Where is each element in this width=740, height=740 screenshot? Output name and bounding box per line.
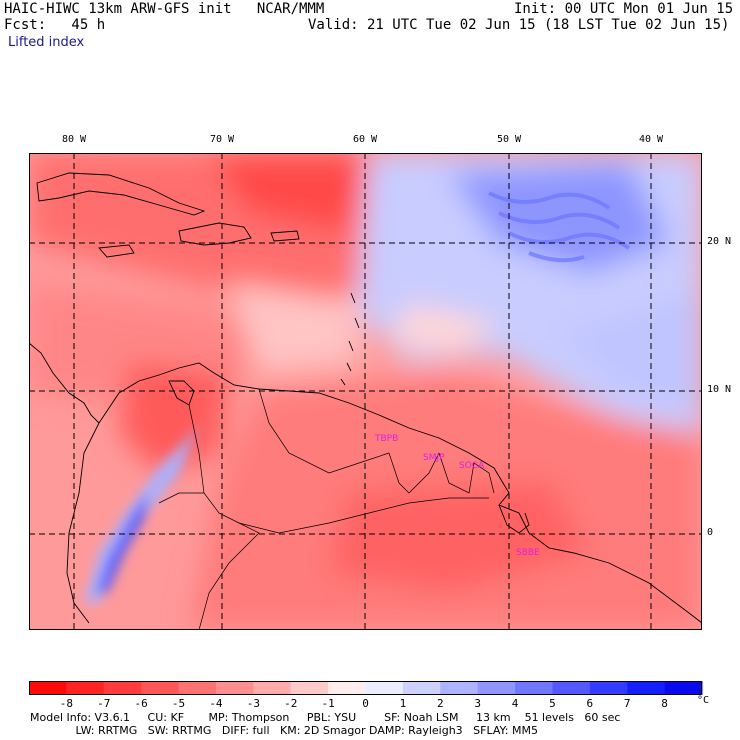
graticule xyxy=(29,153,702,630)
colorbar-tick-label: 4 xyxy=(511,697,519,710)
colorbar-unit: °C xyxy=(697,695,710,706)
colorbar-tick-label: -3 xyxy=(246,697,260,710)
colorbar-tick-label: 3 xyxy=(474,697,481,710)
lon-label-80w: 80 W xyxy=(61,134,87,145)
lon-label-40w: 40 W xyxy=(638,134,664,145)
wave-streaks xyxy=(488,191,631,263)
lon-label-60w: 60 W xyxy=(352,134,378,145)
lat-label-10n: 10 N xyxy=(707,384,732,395)
andes-band xyxy=(84,423,199,603)
colorbar-tick-label: -1 xyxy=(321,697,335,710)
init-time: Init: 00 UTC Mon 01 Jun 15 xyxy=(514,1,734,17)
lon-label-50w: 50 W xyxy=(496,134,522,145)
colorbar-swatch xyxy=(178,681,217,695)
title-left: HAIC-HIWC 13km ARW-GFS init NCAR/MMM xyxy=(4,1,325,17)
colorbar-tick-label: 7 xyxy=(623,697,631,710)
colorbar-swatch xyxy=(402,681,441,695)
station-sbbe: SBBE xyxy=(516,548,540,558)
colorbar-tick-label: -7 xyxy=(97,697,111,710)
colorbar-swatch xyxy=(515,681,553,695)
field-name: Lifted index xyxy=(8,35,85,50)
map-frame xyxy=(29,153,702,630)
station-tbpb: TBPB xyxy=(374,434,398,444)
colorbar-tick-label: -6 xyxy=(134,697,148,710)
colorbar xyxy=(29,681,703,695)
colorbar-swatch xyxy=(328,681,366,695)
colorbar-tick-label: 1 xyxy=(399,697,407,710)
colorbar-swatch xyxy=(440,681,479,695)
forecast-hour: Fcst: 45 h xyxy=(4,17,106,33)
colorbar-swatch xyxy=(253,681,292,695)
colorbar-tick-label: -8 xyxy=(59,697,73,710)
colorbar-swatch xyxy=(290,681,329,695)
colorbar-swatch xyxy=(552,681,591,695)
colorbar-swatch xyxy=(215,681,254,695)
colorbar-tick-label: -2 xyxy=(284,697,298,710)
colorbar-tick-label: 8 xyxy=(661,697,668,710)
lat-label-0: 0 xyxy=(707,527,714,538)
station-smjp: SMJP xyxy=(423,453,445,463)
lon-label-70w: 70 W xyxy=(209,134,235,145)
station-markers: TBPB SMJP SOCA SBBE xyxy=(374,434,540,558)
colorbar-swatch xyxy=(589,681,628,695)
model-info-line2: LW: RRTMG SW: RRTMG DIFF: full KM: 2D Sm… xyxy=(30,724,538,737)
colorbar-swatch xyxy=(627,681,666,695)
colorbar-tick-label: 2 xyxy=(436,697,444,710)
lifted-index-map: TBPB SMJP SOCA SBBE xyxy=(29,153,702,630)
country-borders xyxy=(158,388,495,630)
colorbar-tick-label: -5 xyxy=(171,697,186,710)
colorbar-tick-label: -4 xyxy=(209,697,223,710)
model-info-line1: Model Info: V3.6.1 CU: KF MP: Thompson P… xyxy=(30,711,621,724)
coastlines xyxy=(29,172,702,624)
colorbar-swatch xyxy=(365,681,404,695)
lat-label-20n: 20 N xyxy=(707,236,732,247)
colorbar-swatch xyxy=(664,681,703,695)
colorbar-tick-label: 0 xyxy=(362,697,369,710)
colorbar-swatch xyxy=(29,681,67,695)
colorbar-swatch xyxy=(66,681,105,695)
valid-time: Valid: 21 UTC Tue 02 Jun 15 (18 LST Tue … xyxy=(308,17,730,33)
colorbar-tick-label: 6 xyxy=(586,697,594,710)
colorbar-swatch xyxy=(477,681,516,695)
colorbar-swatch xyxy=(141,681,180,695)
colorbar-swatch xyxy=(103,681,142,695)
colorbar-tick-label: 5 xyxy=(549,697,556,710)
station-soca: SOCA xyxy=(459,461,485,471)
